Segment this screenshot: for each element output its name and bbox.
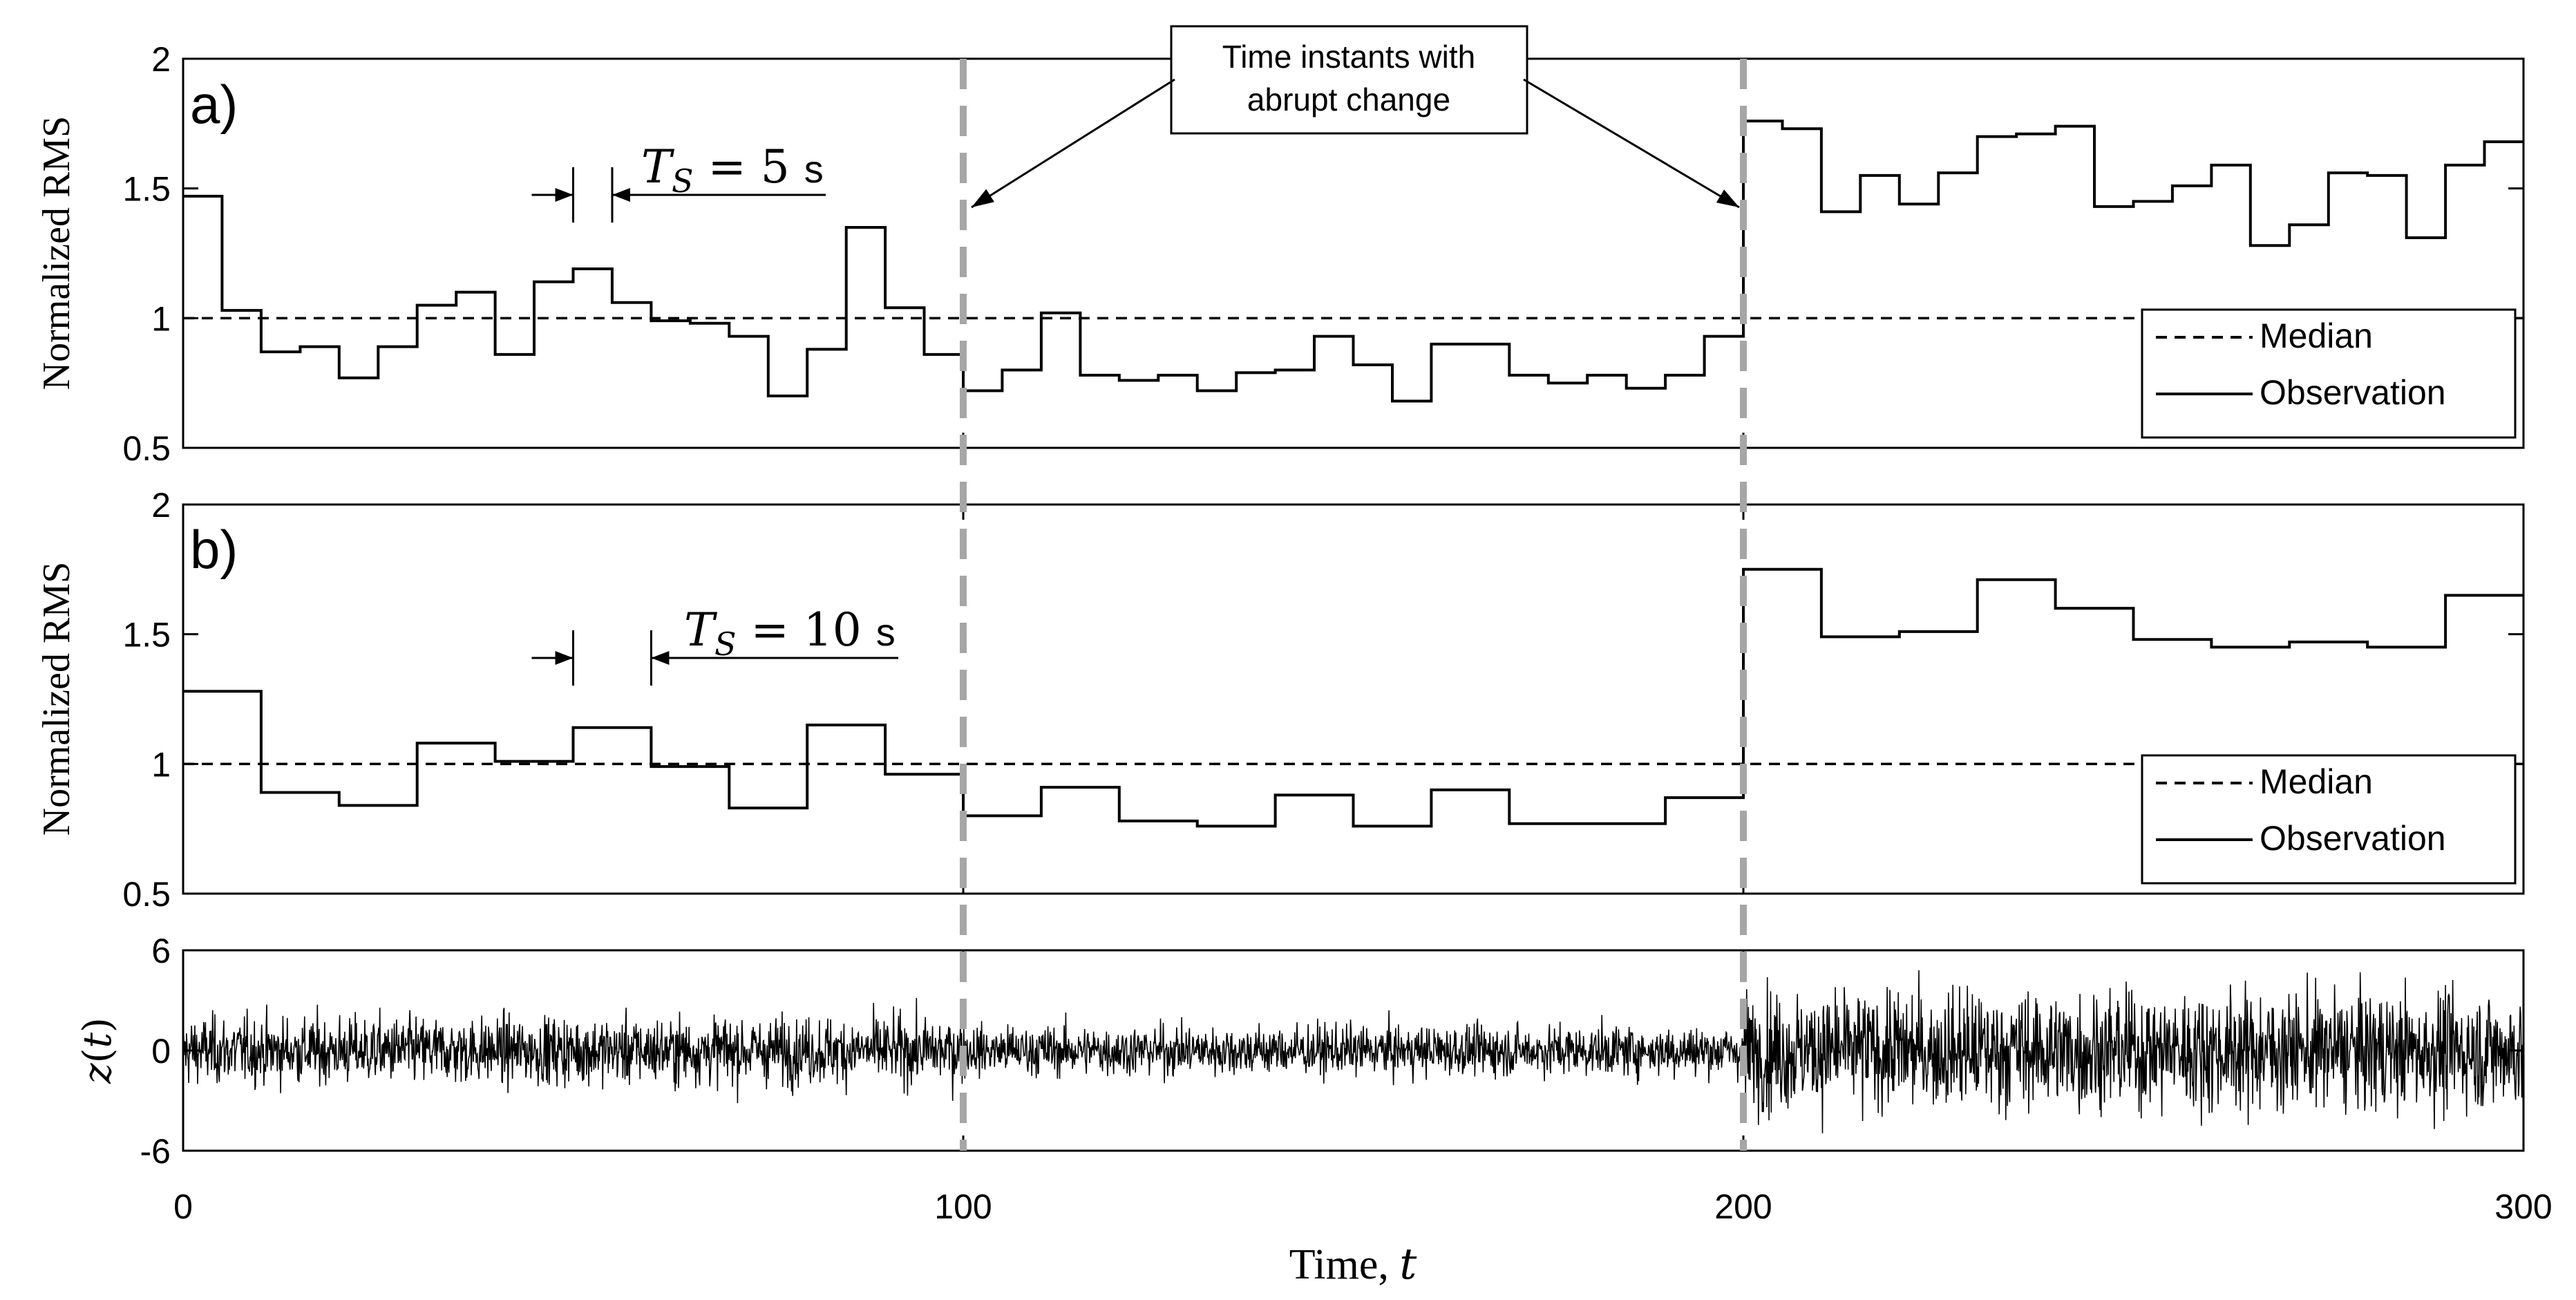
panel-b-plot — [183, 567, 2523, 828]
annotation-line-1: Time instants with — [1222, 39, 1475, 75]
annotation-arrowhead — [972, 189, 994, 207]
annotation-arrowhead — [1716, 189, 1739, 207]
annotation-arrow-line — [1523, 78, 1740, 209]
x-axis-label: Time, t — [1289, 1238, 1417, 1289]
sampling-arrowhead-right — [651, 651, 670, 665]
observation-line — [183, 567, 2523, 828]
y-tick-label: 2 — [151, 486, 171, 525]
sampling-subscript: S — [714, 625, 737, 663]
y-tick-label: 0 — [151, 1032, 171, 1071]
y-tick-label: 1 — [151, 745, 171, 784]
y-tick-label: 1.5 — [122, 616, 171, 654]
change-annotation: Time instants with abrupt change — [971, 25, 1740, 209]
sampling-period-label: TS = 10 s — [684, 603, 896, 663]
signal-segment — [182, 997, 964, 1104]
signal-segment — [963, 1010, 1744, 1086]
panel-a: 0.5 1 1.5 2 a) Normalized RMS TS = 5 s Medi… — [35, 40, 2525, 468]
panel-a-label: a) — [190, 74, 238, 135]
sampling-value: = 10 — [737, 603, 876, 657]
panel-c: -6 0 6 z(t) — [75, 932, 2525, 1171]
panel-b-label: b) — [190, 519, 238, 580]
sampling-arrowhead-left — [555, 651, 574, 665]
panel-b: 0.5 1 1.5 2 b) Normalized RMS TS = 10 s Med… — [35, 486, 2525, 914]
panel-a-plot — [183, 120, 2523, 403]
observation-line — [183, 120, 2523, 403]
y-tick-label: 0.5 — [122, 429, 171, 468]
panel-a-ylabel: Normalized RMS — [35, 116, 78, 390]
panel-a-ticks: 0.5 1 1.5 2 — [122, 40, 2525, 468]
panel-b-frame — [182, 503, 2525, 895]
annotation-arrows — [971, 78, 1740, 209]
panel-b-sampling-annotation: TS = 10 s — [531, 603, 898, 686]
x-tick-label: 300 — [2494, 1187, 2552, 1226]
y-tick-label: 0.5 — [122, 875, 171, 914]
x-tick-label: 200 — [1714, 1187, 1772, 1226]
change-point-markers — [960, 59, 1747, 1151]
x-tick-label: 0 — [173, 1187, 193, 1226]
y-tick-label: 2 — [151, 40, 171, 79]
panel-b-legend: Median Observation — [2141, 754, 2517, 885]
sampling-subscript: S — [672, 162, 694, 200]
y-tick-label: 1 — [151, 299, 171, 338]
sampling-arrowhead-left — [555, 188, 574, 202]
sampling-arrowhead-right — [612, 188, 630, 202]
y-tick-label: 1.5 — [122, 170, 171, 209]
sampling-symbol: T — [641, 140, 675, 194]
legend-median-label: Median — [2260, 762, 2373, 801]
legend-median-label: Median — [2260, 317, 2373, 355]
sampling-unit: s — [804, 147, 824, 191]
legend-observation-label: Observation — [2260, 819, 2446, 858]
legend-box — [2141, 308, 2517, 439]
annotation-line-2: abrupt change — [1247, 82, 1450, 117]
sampling-symbol: T — [684, 603, 718, 657]
panel-b-ylabel: Normalized RMS — [35, 562, 78, 836]
sampling-unit: s — [876, 610, 896, 654]
sampling-value: = 5 — [694, 140, 804, 194]
legend-box — [2141, 754, 2517, 885]
signal-segment — [1743, 970, 2524, 1133]
annotation-box — [1170, 25, 1528, 135]
x-axis-ticks: 0 100 200 300 — [173, 1187, 2553, 1226]
panel-c-plot — [182, 970, 2524, 1133]
sampling-period-label: TS = 5 s — [641, 140, 824, 200]
annotation-arrow-line — [971, 78, 1175, 209]
panel-c-ylabel: z(t) — [75, 1017, 120, 1084]
y-tick-label: -6 — [140, 1132, 171, 1171]
legend-observation-label: Observation — [2260, 373, 2446, 412]
y-tick-label: 6 — [151, 932, 171, 970]
x-tick-label: 100 — [934, 1187, 992, 1226]
panel-a-legend: Median Observation — [2141, 308, 2517, 439]
panel-a-sampling-annotation: TS = 5 s — [531, 140, 826, 223]
